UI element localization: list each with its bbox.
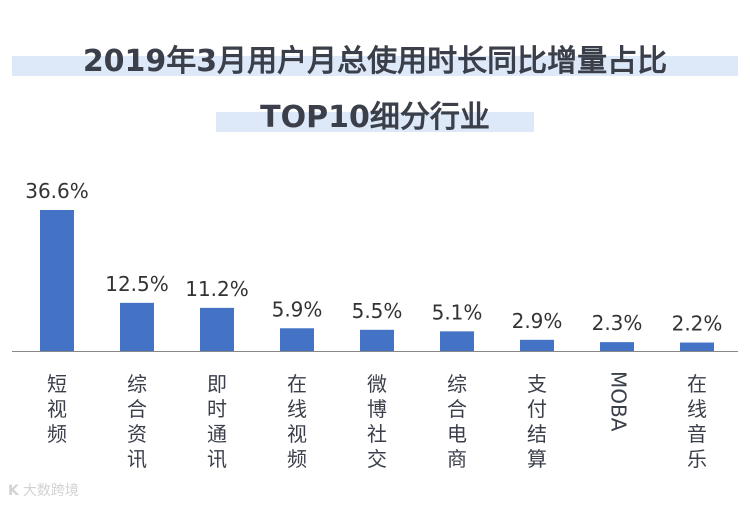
category-label-7: MOBA [607,371,631,432]
bar-5 [440,331,474,351]
chart-title-line-1: 2019年3月用户月总使用时长同比增量占比 [0,42,750,82]
bar-3 [280,328,314,351]
category-label-1: 综合资讯 [127,372,147,471]
title-highlight-1 [12,56,738,76]
watermark-logo: K [8,483,19,499]
data-label-8: 2.2% [672,312,723,336]
data-label-0: 36.6% [25,179,89,203]
bar-0 [40,210,74,351]
bar-7 [600,342,634,351]
category-label-5: 综合电商 [447,372,467,471]
data-label-2: 11.2% [185,277,249,301]
data-label-4: 5.5% [352,299,403,323]
category-label-3: 在线视频 [287,372,307,471]
bar-2 [200,307,234,351]
category-label-0: 短视频 [47,372,67,446]
data-label-7: 2.3% [592,311,643,335]
data-label-5: 5.1% [432,300,483,324]
watermark-text: 大数跨境 [22,483,79,499]
bar-1 [120,302,154,351]
chart-title-text-2: TOP10细分行业 [260,100,490,135]
title-highlight-2 [216,112,534,132]
watermark: K 大数跨境 [8,480,79,500]
data-label-3: 5.9% [272,297,323,321]
chart-title-line-2: TOP10细分行业 [0,98,750,138]
chart-title-text-1: 2019年3月用户月总使用时长同比增量占比 [82,44,668,79]
category-label-8: 在线音乐 [687,372,707,471]
category-label-4: 微博社交 [367,372,387,471]
bar-8 [680,342,714,351]
data-label-6: 2.9% [512,309,563,333]
category-label-2: 即时通讯 [207,372,227,471]
bar-6 [520,339,554,351]
bar-4 [360,329,394,351]
category-label-6: 支付结算 [527,372,547,471]
data-label-1: 12.5% [105,272,169,296]
